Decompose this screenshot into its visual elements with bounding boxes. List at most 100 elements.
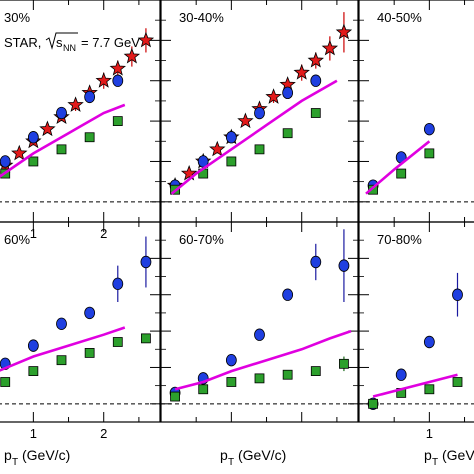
circle-marker — [395, 368, 407, 381]
xlabel-rest: (GeV/c) — [238, 447, 286, 463]
square-marker — [254, 373, 265, 384]
x-tick-label: 1 — [30, 426, 37, 441]
energy-value: = 7.7 GeV — [81, 35, 140, 50]
square-marker — [226, 377, 237, 387]
panel-3: 40-50% — [358, 0, 474, 223]
square-marker — [282, 369, 293, 380]
panel-title: 30% — [4, 10, 30, 25]
circle-marker — [112, 74, 124, 87]
circle-marker — [310, 255, 322, 269]
panel-6: 1 70-80% — [358, 221, 474, 441]
circle-marker — [282, 86, 294, 100]
square-marker — [254, 144, 265, 155]
circle-marker — [225, 131, 237, 144]
series-line-magenta — [0, 103, 126, 178]
panel-content — [0, 0, 160, 222]
circle-marker — [310, 74, 322, 87]
square-marker — [424, 148, 435, 159]
square-marker — [28, 156, 39, 167]
panel-title: 60% — [4, 232, 30, 247]
star-marker — [11, 144, 28, 161]
circle-marker — [84, 306, 96, 320]
x-tick-label: 2 — [100, 226, 107, 241]
series-circle-blue — [0, 74, 124, 168]
star-marker — [321, 39, 339, 56]
panel-title: 70-80% — [377, 232, 422, 247]
x-tick-label: 1 — [30, 226, 37, 241]
square-marker — [452, 377, 463, 387]
square-marker — [56, 355, 67, 366]
circle-marker — [84, 90, 96, 104]
square-marker — [28, 366, 39, 376]
panel-content — [161, 222, 358, 422]
square-marker — [112, 116, 123, 126]
circle-marker — [254, 328, 265, 341]
square-marker — [424, 384, 435, 395]
square-marker — [56, 144, 67, 155]
series-circle-blue — [367, 272, 463, 411]
square-marker — [141, 333, 151, 344]
circle-marker — [0, 155, 11, 168]
star-marker — [237, 112, 254, 129]
xlabel-p: p — [220, 447, 228, 463]
series-star-red — [166, 12, 353, 193]
xlabel-sub: T — [432, 457, 438, 468]
circle-marker — [282, 288, 294, 301]
circle-marker — [27, 131, 39, 144]
star-marker — [39, 120, 56, 137]
circle-marker — [423, 335, 435, 349]
panel-1: 1 2 30% — [0, 0, 161, 241]
circle-marker — [140, 255, 152, 269]
square-marker — [310, 108, 321, 118]
circle-marker — [27, 339, 39, 352]
circle-marker — [112, 277, 124, 291]
xlabel-right: p T (GeV/c) — [424, 447, 474, 468]
panel-title: 30-40% — [179, 10, 224, 25]
panel-frame — [358, 221, 474, 423]
square-marker — [339, 358, 349, 369]
square-marker — [282, 128, 293, 139]
square-marker — [368, 184, 378, 195]
series-circle-blue — [169, 229, 350, 400]
xlabel-sub: T — [228, 457, 234, 468]
panel-title: 40-50% — [377, 10, 422, 25]
panel-frame — [0, 221, 161, 423]
model-curve — [0, 103, 126, 178]
series-line-magenta — [372, 373, 458, 398]
series-line-magenta — [174, 329, 352, 391]
annotations: STAR, s NN = 7.7 GeV p T (GeV/c) p T (Ge… — [4, 32, 474, 468]
xlabel-left: p T (GeV/c) — [4, 447, 70, 468]
x-tick-label: 2 — [100, 426, 107, 441]
square-marker — [198, 384, 209, 395]
square-marker — [84, 132, 95, 143]
star-marker — [335, 23, 353, 40]
model-curve — [174, 329, 352, 391]
circle-marker — [423, 122, 435, 136]
square-marker — [0, 377, 11, 387]
star-marker — [123, 47, 141, 64]
series-circle-blue — [367, 122, 435, 192]
square-marker — [112, 337, 123, 347]
energy-label: s NN = 7.7 GeV — [45, 32, 140, 53]
experiment-label: STAR, — [4, 35, 41, 50]
series-square-green — [368, 148, 435, 195]
panel-content — [0, 222, 160, 422]
circle-marker — [452, 288, 463, 301]
energy-sqrt-var: s — [56, 35, 63, 50]
xlabel-rest: (GeV/c) — [22, 447, 70, 463]
series-star-red — [0, 28, 155, 173]
xlabel-p: p — [4, 447, 12, 463]
star-marker — [109, 60, 126, 76]
series-circle-blue — [0, 236, 152, 371]
panel-2: 30-40% — [160, 0, 359, 223]
square-marker — [84, 348, 95, 358]
square-marker — [170, 391, 180, 402]
circle-marker — [254, 106, 265, 120]
circle-marker — [56, 317, 67, 331]
panel-content — [161, 0, 358, 222]
star-marker — [307, 51, 324, 68]
star-marker — [265, 88, 282, 104]
square-marker — [310, 366, 321, 376]
panel-4: 1 2 60% — [0, 221, 161, 441]
